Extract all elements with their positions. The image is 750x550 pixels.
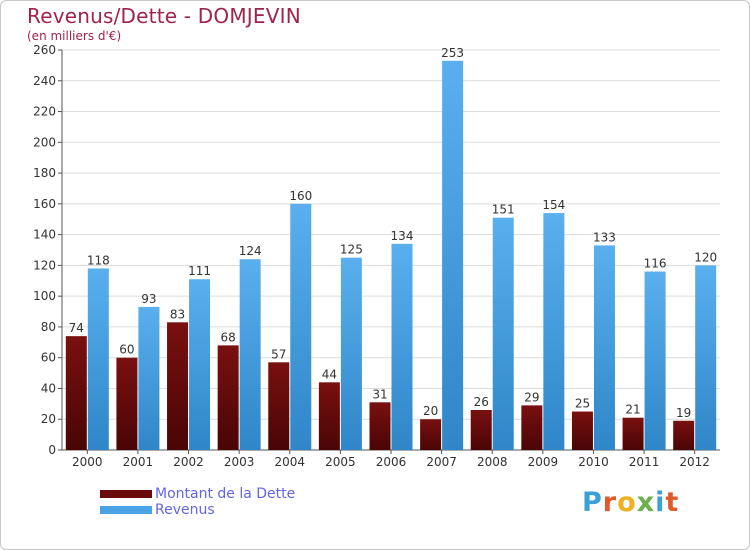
x-tick-label: 2005 xyxy=(325,455,356,469)
data-label-debt: 26 xyxy=(474,395,489,409)
bar-debt xyxy=(217,345,239,450)
bar-debt xyxy=(167,322,189,450)
y-tick-label: 60 xyxy=(41,351,56,365)
x-tick-label: 2007 xyxy=(426,455,457,469)
x-tick-label: 2011 xyxy=(629,455,660,469)
y-tick-label: 0 xyxy=(48,443,56,457)
legend-swatch-revenue xyxy=(100,506,152,514)
data-label-revenue: 118 xyxy=(87,253,110,267)
bar-debt xyxy=(673,420,695,450)
x-tick-label: 2010 xyxy=(578,455,609,469)
bar-revenue xyxy=(239,259,261,450)
bar-revenue xyxy=(189,279,211,450)
data-label-debt: 60 xyxy=(119,343,134,357)
bar-revenue xyxy=(492,217,514,450)
legend-label-revenue: Revenus xyxy=(155,502,215,518)
bar-revenue xyxy=(644,271,666,450)
chart-title: Revenus/Dette - DOMJEVIN xyxy=(27,4,301,28)
y-tick-label: 260 xyxy=(33,43,56,57)
data-label-debt: 29 xyxy=(524,390,539,404)
data-label-revenue: 125 xyxy=(340,243,363,257)
bar-debt xyxy=(521,405,543,450)
y-tick-label: 240 xyxy=(33,74,56,88)
data-label-revenue: 151 xyxy=(492,203,515,217)
bar-revenue xyxy=(340,257,362,450)
bar-revenue xyxy=(695,265,717,450)
data-label-revenue: 116 xyxy=(644,257,667,271)
data-label-revenue: 120 xyxy=(694,250,717,264)
x-tick-label: 2008 xyxy=(477,455,508,469)
bar-debt xyxy=(571,411,593,450)
bar-debt xyxy=(622,417,644,450)
bar-revenue xyxy=(391,243,413,450)
data-label-debt: 20 xyxy=(423,404,438,418)
legend-swatch-debt xyxy=(100,490,152,498)
data-label-revenue: 160 xyxy=(289,189,312,203)
x-tick-label: 2006 xyxy=(376,455,407,469)
bar-debt xyxy=(65,336,87,450)
bar-revenue xyxy=(543,213,565,450)
data-label-revenue: 154 xyxy=(542,198,565,212)
bar-debt xyxy=(369,402,391,450)
y-tick-label: 140 xyxy=(33,228,56,242)
x-tick-label: 2009 xyxy=(528,455,559,469)
data-label-revenue: 111 xyxy=(188,264,211,278)
data-label-revenue: 134 xyxy=(391,229,414,243)
legend-label-debt: Montant de la Dette xyxy=(155,486,296,502)
data-label-debt: 21 xyxy=(625,403,640,417)
x-tick-label: 2001 xyxy=(123,455,154,469)
x-tick-label: 2004 xyxy=(274,455,305,469)
data-label-debt: 25 xyxy=(575,397,590,411)
y-tick-label: 160 xyxy=(33,197,56,211)
y-tick-label: 120 xyxy=(33,258,56,272)
y-tick-label: 20 xyxy=(41,412,56,426)
data-label-debt: 19 xyxy=(676,406,691,420)
bar-revenue xyxy=(87,268,109,450)
y-tick-label: 100 xyxy=(33,289,56,303)
data-label-debt: 44 xyxy=(322,367,337,381)
x-tick-label: 2002 xyxy=(173,455,204,469)
bar-debt xyxy=(268,362,290,450)
bar-revenue xyxy=(138,306,160,450)
y-tick-label: 200 xyxy=(33,135,56,149)
data-label-revenue: 253 xyxy=(441,46,464,60)
chart-subtitle: (en milliers d'€) xyxy=(27,29,122,43)
bar-debt xyxy=(420,419,442,450)
y-tick-label: 180 xyxy=(33,166,56,180)
x-tick-label: 2000 xyxy=(72,455,103,469)
data-label-revenue: 124 xyxy=(239,244,262,258)
x-tick-label: 2003 xyxy=(224,455,255,469)
proxiti-logo: Proxit xyxy=(582,487,680,518)
data-label-debt: 74 xyxy=(69,321,84,335)
bar-debt xyxy=(318,382,340,450)
data-label-revenue: 93 xyxy=(141,292,156,306)
data-label-debt: 68 xyxy=(221,330,236,344)
bar-revenue xyxy=(442,60,464,451)
bar-debt xyxy=(116,357,138,450)
bar-revenue xyxy=(593,245,615,450)
bar-revenue xyxy=(290,203,312,450)
data-label-revenue: 133 xyxy=(593,230,616,244)
y-tick-label: 40 xyxy=(41,381,56,395)
data-label-debt: 83 xyxy=(170,307,185,321)
data-label-debt: 57 xyxy=(271,347,286,361)
bar-debt xyxy=(470,410,492,450)
y-tick-label: 80 xyxy=(41,320,56,334)
y-tick-label: 220 xyxy=(33,105,56,119)
x-tick-label: 2012 xyxy=(679,455,710,469)
data-label-debt: 31 xyxy=(372,387,387,401)
